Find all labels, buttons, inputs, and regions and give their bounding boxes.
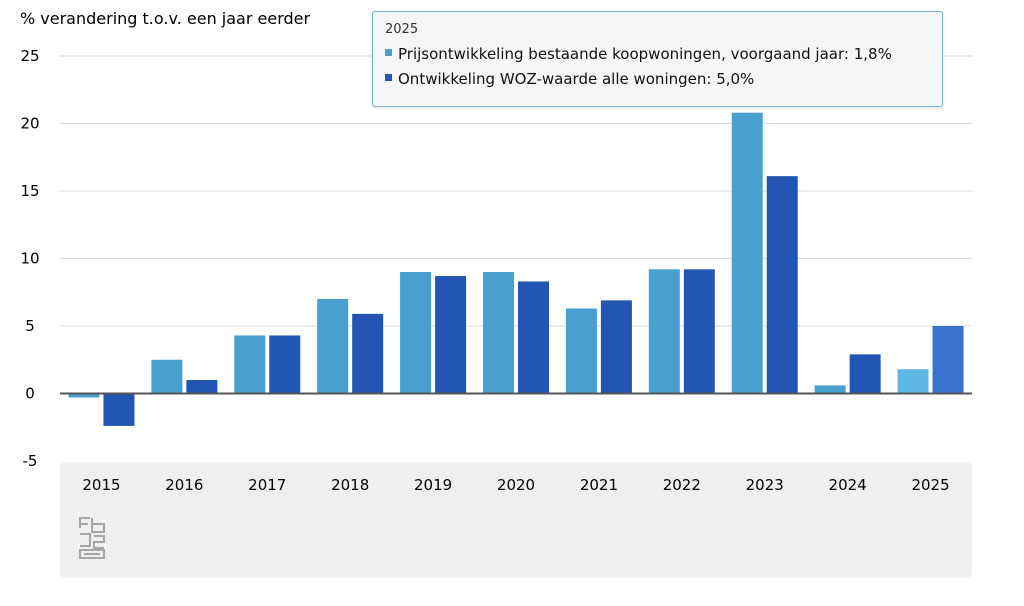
y-tick-label: 15 <box>20 182 39 200</box>
tooltip-title: 2025 <box>385 22 419 37</box>
bar-price-2020[interactable] <box>483 272 514 394</box>
x-tick-label: 2015 <box>82 476 120 494</box>
x-tick-label: 2018 <box>331 476 369 494</box>
bar-price-2024[interactable] <box>814 385 846 394</box>
x-tick-label: 2019 <box>414 476 452 494</box>
bar-woz-2021[interactable] <box>600 300 632 394</box>
bar-woz-2016[interactable] <box>186 380 218 394</box>
bar-woz-2020[interactable] <box>518 281 549 394</box>
y-tick-label: 0 <box>25 385 35 403</box>
legend-swatch-woz <box>385 74 392 81</box>
tooltip: 2025 Prijsontwikkeling bestaande koopwon… <box>372 11 943 107</box>
bar-price-2017[interactable] <box>234 335 266 394</box>
x-tick-label: 2017 <box>248 476 286 494</box>
x-tick-label: 2022 <box>663 476 701 494</box>
bar-price-2019[interactable] <box>400 272 432 394</box>
bar-price-2023[interactable] <box>731 112 763 394</box>
x-tick-label: 2021 <box>580 476 618 494</box>
x-axis-panel <box>60 462 972 578</box>
y-axis-label: % verandering t.o.v. een jaar eerder <box>20 9 311 28</box>
bar-woz-2024[interactable] <box>849 354 881 394</box>
tooltip-row-price-text: Prijsontwikkeling bestaande koopwoningen… <box>398 45 892 63</box>
x-tick-label: 2023 <box>746 476 784 494</box>
tooltip-row-woz-text: Ontwikkeling WOZ-waarde alle woningen: 5… <box>398 70 755 88</box>
bar-woz-2025[interactable] <box>932 326 964 394</box>
legend-swatch-price <box>385 49 392 56</box>
bar-price-2025[interactable] <box>897 369 929 394</box>
tooltip-row-woz: Ontwikkeling WOZ-waarde alle woningen: 5… <box>385 67 930 92</box>
x-tick-label: 2024 <box>829 476 867 494</box>
x-tick-label: 2025 <box>911 476 949 494</box>
x-tick-label: 2020 <box>497 476 535 494</box>
y-tick-label: 10 <box>20 250 39 268</box>
y-tick-label: -5 <box>23 452 38 470</box>
x-tick-label: 2016 <box>165 476 203 494</box>
tooltip-row-price: Prijsontwikkeling bestaande koopwoningen… <box>385 42 930 67</box>
cbs-logo-icon <box>79 517 105 559</box>
y-tick-label: 20 <box>20 115 39 133</box>
y-tick-label: 25 <box>20 47 39 65</box>
bar-price-2021[interactable] <box>565 308 597 394</box>
bar-price-2015[interactable] <box>68 393 100 398</box>
bar-woz-2019[interactable] <box>435 276 467 394</box>
bar-woz-2023[interactable] <box>766 176 798 394</box>
bar-price-2016[interactable] <box>151 359 183 394</box>
bar-woz-2022[interactable] <box>683 269 715 394</box>
bar-woz-2015[interactable] <box>103 393 135 426</box>
bar-woz-2018[interactable] <box>352 313 384 394</box>
bar-price-2022[interactable] <box>648 269 680 394</box>
bar-price-2018[interactable] <box>317 299 349 394</box>
bar-woz-2017[interactable] <box>269 335 301 394</box>
y-tick-label: 5 <box>25 317 35 335</box>
